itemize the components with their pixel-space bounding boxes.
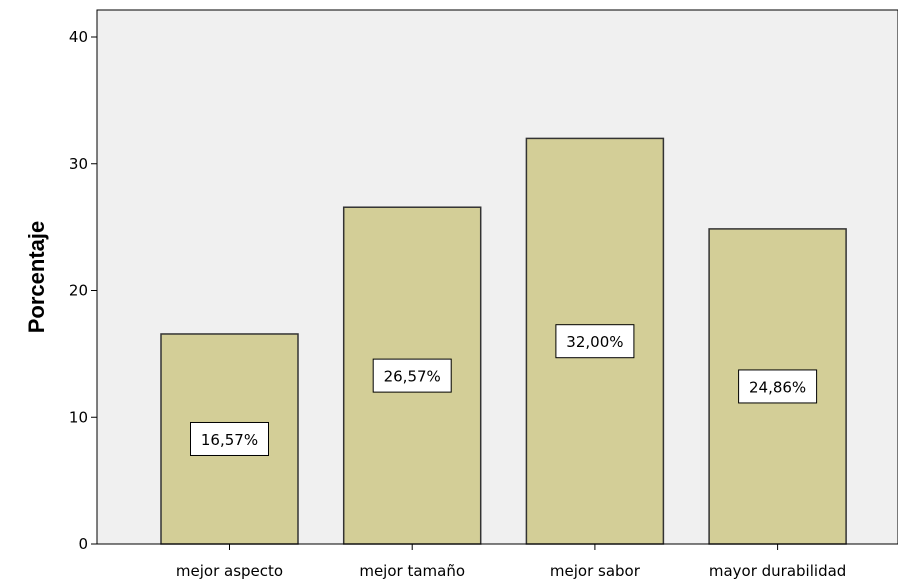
- x-tick-label: mejor tamaño: [359, 562, 465, 580]
- y-axis-title: Porcentaje: [24, 221, 49, 334]
- data-label: 24,86%: [749, 378, 806, 396]
- data-label: 26,57%: [384, 368, 441, 386]
- y-tick-label: 30: [69, 155, 88, 173]
- bars-group: 16,57% 26,57% 32,00% 24,86%: [160, 137, 847, 545]
- data-label: 16,57%: [201, 431, 258, 449]
- data-label-box: [738, 369, 818, 404]
- data-label-box: [372, 358, 452, 393]
- x-tick-label: mejor sabor: [550, 562, 641, 580]
- y-tick-label: 10: [69, 408, 88, 426]
- data-label: 32,00%: [566, 333, 623, 351]
- x-tick-label: mayor durabilidad: [709, 562, 846, 580]
- y-tick-label: 40: [69, 28, 88, 46]
- y-tick-label: 20: [69, 282, 88, 300]
- data-label-box: [555, 324, 635, 359]
- data-label-box: [190, 421, 269, 456]
- y-tick-label: 0: [78, 535, 88, 553]
- x-tick-label: mejor aspecto: [176, 562, 283, 580]
- y-tick-labels: 0 10 20 30 40: [69, 28, 97, 553]
- x-tick-labels: mejor aspecto mejor tamaño mejor sabor mayo…: [176, 544, 846, 580]
